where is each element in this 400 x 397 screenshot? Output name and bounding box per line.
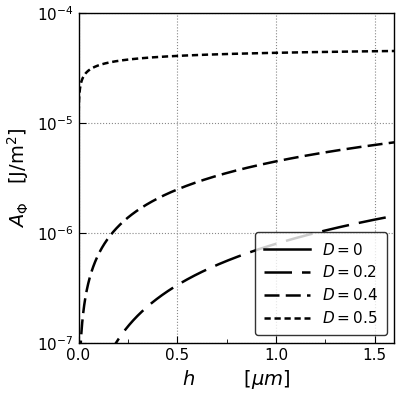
Line: $D = 0.5$: $D = 0.5$: [79, 51, 394, 113]
$D = 0.2$: [112, 343, 117, 347]
Y-axis label: $A_\Phi$   $[\mathrm{J/m^2}]$: $A_\Phi$ $[\mathrm{J/m^2}]$: [6, 128, 32, 228]
$D = 0.5$: [76, 110, 81, 115]
$D = 0.4$: [392, 140, 397, 145]
$D = 0.2$: [211, 264, 216, 269]
$D = 0.5$: [392, 48, 397, 53]
$D = 0.2$: [197, 270, 202, 275]
$D = 0.4$: [211, 174, 216, 179]
$D = 0.2$: [392, 213, 397, 218]
$D = 0.4$: [112, 228, 117, 233]
$D = 0.5$: [386, 49, 391, 54]
$D = 0.5$: [197, 52, 202, 57]
X-axis label: $h$        $[\mu m]$: $h$ $[\mu m]$: [182, 368, 291, 391]
Legend: $D = 0$, $D = 0.2$, $D = 0.4$, $D = 0.5$: $D = 0$, $D = 0.2$, $D = 0.4$, $D = 0.5$: [255, 232, 387, 335]
$D = 0$: [386, 346, 391, 351]
$D = 0.4$: [352, 145, 357, 150]
$D = 0.5$: [131, 57, 136, 62]
$D = 0.2$: [386, 214, 391, 219]
Line: $D = 0.4$: $D = 0.4$: [79, 142, 394, 397]
$D = 0.4$: [197, 179, 202, 183]
$D = 0.4$: [131, 211, 136, 216]
Line: $D = 0.2$: $D = 0.2$: [79, 216, 394, 397]
$D = 0.5$: [352, 49, 357, 54]
$D = 0.2$: [352, 222, 357, 226]
$D = 0.5$: [112, 59, 117, 64]
$D = 0.5$: [211, 52, 216, 57]
$D = 0.2$: [131, 318, 136, 322]
Line: $D = 0$: $D = 0$: [79, 347, 394, 397]
$D = 0$: [352, 354, 357, 359]
$D = 0$: [392, 344, 397, 349]
$D = 0.4$: [386, 141, 391, 146]
